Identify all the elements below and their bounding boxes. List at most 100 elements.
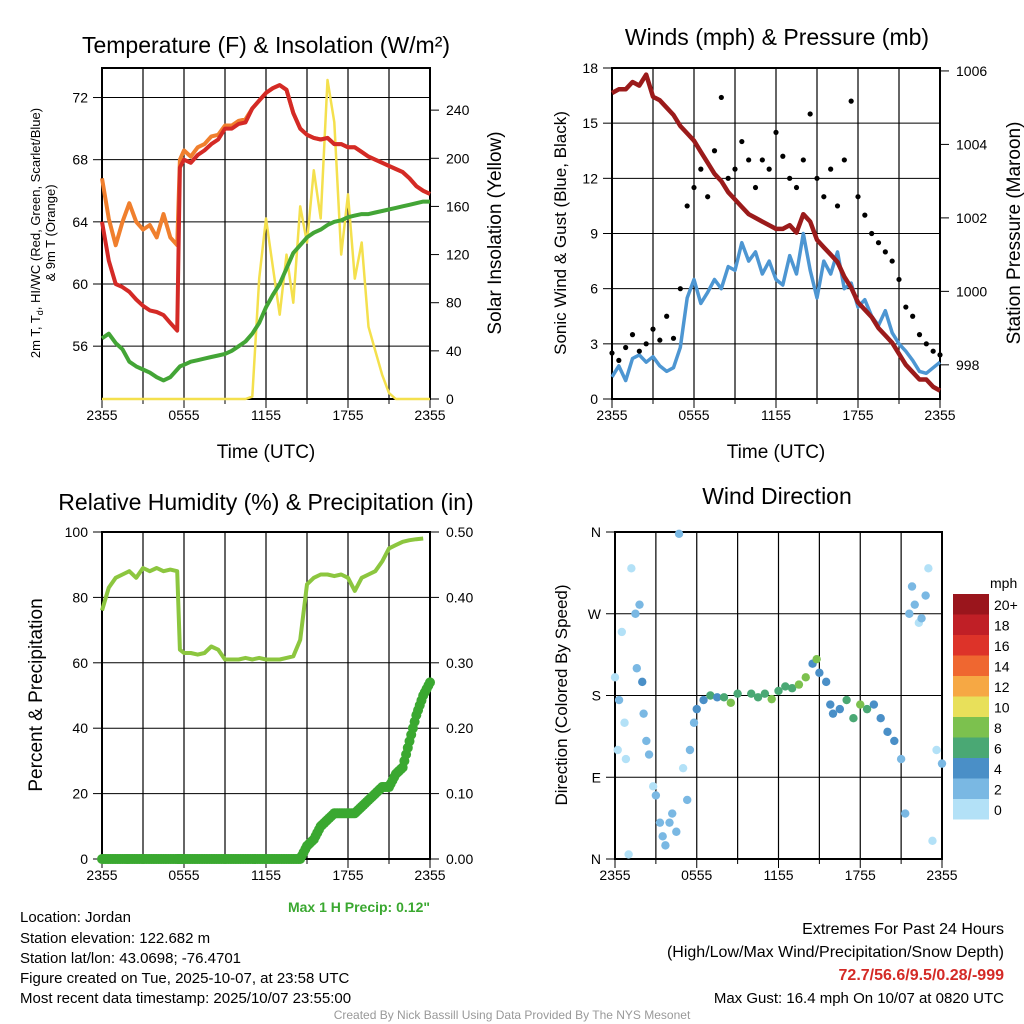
gust-point [670,335,677,341]
wind-direction-point [674,529,684,539]
legend-swatch [953,655,989,676]
wdir-ytick-label: N [591,524,601,540]
wind-direction-point [706,691,715,700]
rh-ytick2-label: 0.00 [446,851,473,867]
rh-xtick-label: 2355 [86,867,117,883]
wind-direction-point [910,600,919,609]
svg-text:2m T, Td, HI/WC (Red, Green, S: 2m T, Td, HI/WC (Red, Green, Scarlet/Blu… [28,108,45,358]
wind-direction-point [655,818,665,827]
wdir-xtick-label: 1755 [845,867,876,883]
temp-ytick-label: 72 [72,90,88,106]
gust-point [848,98,854,104]
pressure-ylabel: Station Pressure (Maroon) [1004,122,1024,345]
legend-swatch [953,799,989,820]
wdir-xtick-label: 2355 [599,867,630,883]
wind-direction-point [924,564,933,573]
legend-swatch [953,594,989,615]
gust-point [862,212,868,218]
rh-xtick-label: 2355 [414,867,445,883]
legend-swatch [953,676,989,697]
rh-ytick-label: 40 [72,720,88,736]
gust-point [916,332,923,338]
wind-direction-point [668,809,677,818]
gust-point [834,203,841,209]
gust-point [828,166,834,172]
rh-ytick-label: 100 [65,524,89,540]
dewpoint-line [100,199,430,383]
temp-ytick2-label: 40 [446,343,462,359]
gust-point [821,194,827,200]
rh-chart-title: Relative Humidity (%) & Precipitation (i… [58,489,473,515]
wind-ylabel: Sonic Wind & Gust (Blue, Black) [551,111,570,355]
wind-direction-point [835,704,845,714]
gust-point [766,166,772,172]
wind-ytick-label: 12 [582,170,598,186]
wind-xtick-label: 2355 [924,407,955,423]
temp-xtick-label: 2355 [414,407,445,423]
wind-direction-point [774,686,783,696]
wdir-frame [614,531,943,860]
gust-point [896,276,902,283]
wind-direction-point [890,736,899,746]
legend-swatch [953,778,989,799]
temp-ytick2-label: 200 [446,150,470,166]
wdir-ytick-label: N [591,851,601,867]
gust-point [705,194,711,200]
wind-direction-point [658,832,667,841]
gust-point [691,184,697,191]
relative-humidity-line [100,536,424,662]
wind-xtick-label: 0555 [678,407,709,423]
temp-ytick-label: 56 [72,338,88,354]
wdir-ytick-label: S [592,688,601,704]
temp-xtick-label: 1155 [251,407,281,423]
wind-direction-point [719,693,729,702]
sonic-wind-line [610,231,942,383]
temp-frame [101,67,431,400]
temp-xtick-label: 2355 [86,407,117,423]
rh-ytick2-label: 0.40 [446,589,473,605]
wind-direction-point [627,564,636,573]
gust-point [752,184,759,191]
wind-plot-area: 2355 0555 1155 1755 235503691215189981000100… [582,60,987,423]
wind-direction-point [651,791,661,800]
wind-direction-point [928,836,937,846]
gust-point [923,341,929,347]
wind-direction-point [614,695,624,705]
rh-xtick-label: 1755 [332,867,363,883]
wind-direction-point [620,718,629,727]
legend-label: 12 [994,679,1010,695]
wind-direction-point [672,827,681,836]
wind-ytick-label: 6 [590,281,598,297]
gust-point [623,344,629,351]
wind-direction-point [876,714,885,723]
wind-direction-point [862,704,872,714]
wind-direction-point [815,668,824,677]
wind-direction-point [712,693,722,702]
wind-direction-point [828,709,838,718]
wind-direction-point [767,694,776,704]
temp-ytick2-label: 0 [446,391,454,407]
wind-direction-point [842,695,851,705]
gust-point [780,153,786,159]
wind-direction-point [613,745,622,755]
wind-direction-point [733,689,742,698]
wind-ytick-label: 15 [582,115,598,131]
wind-direction-point [901,809,910,818]
gust-point [718,94,724,101]
wind-direction-point [917,614,926,623]
legend-swatch [953,614,989,635]
wind-direction-point [753,693,763,702]
wdir-xtick-label: 1155 [763,867,793,883]
wind-direction-point [812,654,821,664]
wdir-ytick-label: W [588,606,602,622]
rh-ylabel: Percent & Precipitation [26,598,47,791]
gust-point [732,166,738,172]
gust-point [773,129,779,135]
2m-temperature-line [100,83,431,333]
legend-swatch [953,758,989,779]
rh-ytick-label: 20 [72,786,88,802]
extremes-values: 72.7/56.6/9.5/0.28/-999 [839,967,1005,984]
wind-direction-point [856,700,865,709]
temp-ylabel-sub: d [35,310,45,315]
